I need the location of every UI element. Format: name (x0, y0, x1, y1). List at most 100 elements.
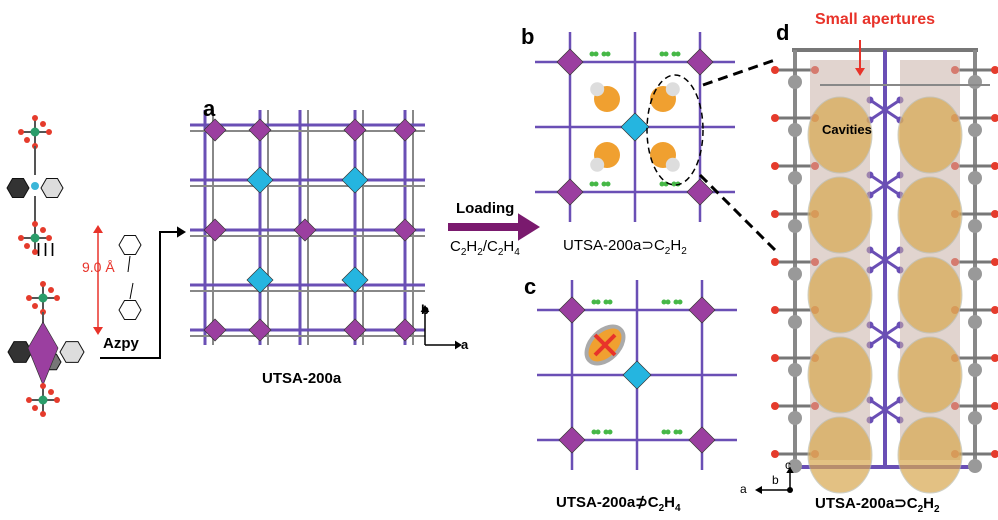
octahedron-icon (343, 318, 367, 342)
carbon-atom (661, 429, 667, 435)
metal-atom (788, 267, 802, 281)
fluorine-atom (24, 137, 30, 143)
fluorine-atom (54, 397, 60, 403)
axis-a-label-d: a (740, 482, 747, 496)
cavity (897, 176, 963, 254)
carbon-atom (665, 299, 671, 305)
metal-atom (788, 171, 802, 185)
fluorine-atom (32, 303, 38, 309)
arrowhead-icon (786, 467, 794, 473)
carbon-atom (663, 181, 669, 187)
arrowhead-icon (455, 340, 462, 350)
fluorine-atom (48, 287, 54, 293)
fluorine-atom (771, 258, 779, 266)
silicon-atom (38, 395, 48, 405)
panel-b-caption: UTSA-200a⊃C2H2 (563, 237, 687, 257)
carbon-atom (593, 51, 599, 57)
octahedron-icon (558, 426, 586, 454)
carbon-atom (591, 299, 597, 305)
carbon-atom (603, 429, 609, 435)
silicon-atom (38, 293, 48, 303)
metal-atom (968, 315, 982, 329)
cavity (807, 256, 873, 334)
octahedron-icon (556, 48, 584, 76)
octahedron-icon (203, 118, 227, 142)
arrowhead-icon (177, 226, 186, 238)
cavity (897, 336, 963, 414)
carbon-atom (663, 51, 669, 57)
fluorine-atom (991, 66, 998, 74)
fluorine-atom (991, 402, 998, 410)
arrowhead-icon (855, 68, 865, 76)
octahedron-icon (343, 118, 367, 142)
fluorine-atom (40, 383, 46, 389)
carbon-atom (671, 51, 677, 57)
fluorine-atom (32, 221, 38, 227)
panel-c-caption: UTSA-200a⊅C2H4 (556, 494, 681, 514)
carbon-atom (673, 299, 679, 305)
pyridine-ring-icon (6, 177, 30, 199)
octahedron-icon (558, 296, 586, 324)
metal-atom (968, 411, 982, 425)
fluorine-atom (40, 411, 46, 417)
gas-mixture-label: C2H2/C2H4 (450, 238, 520, 258)
connector-arrow (100, 231, 178, 359)
hydrogen-atom (590, 157, 605, 172)
metal-atom (788, 315, 802, 329)
carbon-atom (607, 429, 613, 435)
pyridine-ring-icon (118, 234, 142, 256)
carbon-atom (589, 51, 595, 57)
octahedron-icon (686, 178, 714, 206)
octahedron-icon (688, 296, 716, 324)
fluorine-atom (26, 295, 32, 301)
panel-a-caption: UTSA-200a (262, 370, 342, 387)
pyridine-ring-icon (7, 341, 33, 363)
fluorine-atom (991, 210, 998, 218)
metal-atom (968, 363, 982, 377)
metal-atom (968, 75, 982, 89)
metal-atom (968, 267, 982, 281)
hydrogen-atom (590, 82, 605, 97)
cavities-label: Cavities (822, 122, 872, 137)
carbon-atom (601, 181, 607, 187)
fluorine-atom (771, 210, 779, 218)
axis-c-label: c (785, 458, 791, 472)
sif6-octahedron-icon (246, 166, 274, 194)
fluorine-atom (40, 121, 46, 127)
silicon-atom (30, 127, 40, 137)
cavity (897, 256, 963, 334)
octahedron-icon (248, 318, 272, 342)
carbon-atom (589, 181, 595, 187)
cavity (807, 336, 873, 414)
small-apertures-label: Small apertures (815, 11, 936, 28)
sif6-octahedron-icon (246, 266, 274, 294)
octahedron-icon (393, 218, 417, 242)
axis-a-label: a (461, 337, 469, 352)
pyridine-ring-icon (118, 299, 142, 321)
carbon-atom (675, 51, 681, 57)
carbon-atom (677, 299, 683, 305)
fluorine-atom (46, 235, 52, 241)
fluorine-atom (48, 389, 54, 395)
fluorine-atom (24, 243, 30, 249)
carbon-atom (591, 429, 597, 435)
fluorine-atom (991, 354, 998, 362)
cu-octahedron-icon (27, 321, 59, 386)
fluorine-atom (771, 306, 779, 314)
fluorine-atom (32, 249, 38, 255)
arrowhead-icon (93, 327, 103, 335)
octahedron-icon (393, 318, 417, 342)
silicon-atom (30, 233, 40, 243)
zoom-guide-line (702, 58, 776, 87)
carbon-atom (607, 299, 613, 305)
sif6-octahedron-icon (622, 360, 652, 390)
carbon-atom (677, 429, 683, 435)
octahedron-icon (688, 426, 716, 454)
metal-atom (968, 171, 982, 185)
fluorine-atom (18, 129, 24, 135)
panel-c-label: c (524, 274, 537, 299)
hydrogen-atom (665, 82, 680, 97)
arrowhead-icon (93, 225, 103, 233)
carbon-atom (601, 51, 607, 57)
fluorine-atom (18, 235, 24, 241)
